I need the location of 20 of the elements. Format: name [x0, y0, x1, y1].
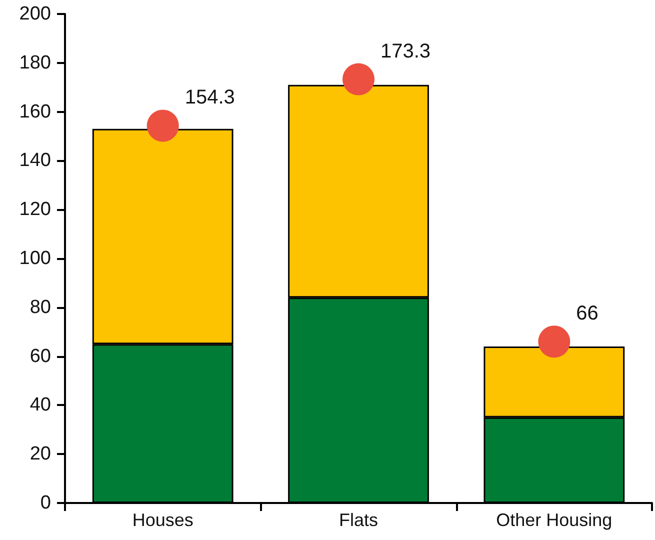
point [538, 326, 570, 358]
data-label: 154.3 [184, 86, 235, 109]
point [342, 63, 374, 96]
y-tick-label: 200 [19, 4, 51, 24]
y-tick-label: 40 [30, 394, 51, 416]
y-tick-label: 100 [19, 248, 51, 269]
y-tick-label: 20 [30, 444, 51, 465]
point [146, 110, 179, 142]
x-tick-label: Flats [338, 510, 378, 530]
y-tick-label: 60 [30, 346, 51, 367]
y-tick-label: 0 [40, 492, 51, 514]
y-tick-label: 180 [19, 52, 51, 74]
x-tick-label: Other Housing [496, 510, 612, 530]
data-label: 173.3 [380, 40, 431, 62]
y-tick-label: 80 [30, 296, 51, 318]
x-tick-label: Houses [132, 510, 194, 530]
data-label: 66 [576, 302, 598, 325]
y-tick-label: 120 [19, 199, 51, 220]
y-tick-label: 160 [19, 101, 51, 122]
y-tick-label: 140 [19, 150, 51, 172]
